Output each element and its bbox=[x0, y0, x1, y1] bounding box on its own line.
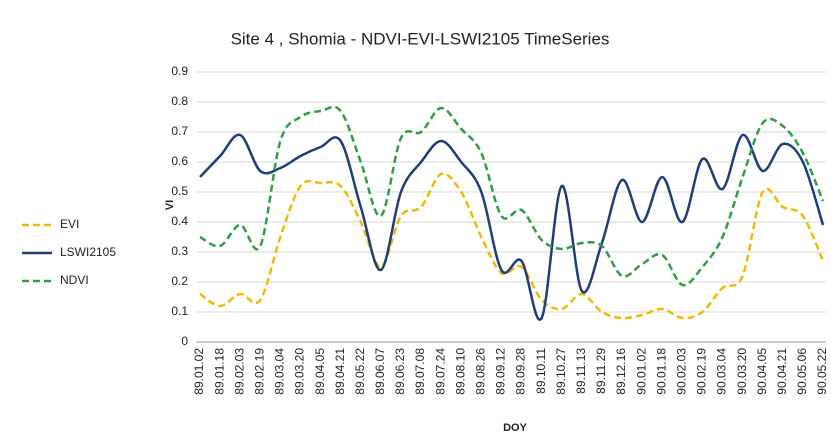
x-tick-label: 89.08.26 bbox=[474, 348, 488, 395]
x-tick-label: 89.10.27 bbox=[554, 348, 568, 395]
y-tick-label: 0.6 bbox=[171, 154, 188, 168]
y-tick-label: 0.8 bbox=[171, 94, 188, 108]
y-tick-label: 0.1 bbox=[171, 304, 188, 318]
x-tick-label: 89.01.02 bbox=[192, 348, 206, 395]
legend-label: LSWI2105 bbox=[60, 245, 116, 259]
y-tick-label: 0.5 bbox=[171, 184, 188, 198]
series-line bbox=[199, 133, 825, 321]
x-tick-label: 89.11.29 bbox=[594, 348, 608, 394]
x-tick-label: 90.03.20 bbox=[735, 348, 749, 395]
legend-label: EVI bbox=[60, 217, 79, 231]
legend-label: NDVI bbox=[60, 273, 89, 287]
x-tick-label: 89.03.20 bbox=[293, 348, 307, 395]
y-tick-label: 0 bbox=[181, 334, 188, 348]
x-tick-label: 89.02.19 bbox=[252, 348, 266, 395]
x-tick-label: 90.02.03 bbox=[674, 348, 688, 395]
x-tick-label: 90.04.21 bbox=[775, 348, 789, 395]
x-tick-label: 89.07.08 bbox=[413, 348, 427, 395]
x-tick-label: 89.05.22 bbox=[353, 348, 367, 395]
y-tick-label: 0.3 bbox=[171, 244, 188, 258]
series-line bbox=[199, 172, 825, 320]
x-tick-label: 89.09.12 bbox=[494, 348, 508, 395]
x-tick-label: 90.01.18 bbox=[654, 348, 668, 395]
series-line bbox=[199, 105, 825, 287]
x-axis-label: DOY bbox=[503, 422, 528, 434]
y-axis-label: VI bbox=[164, 200, 176, 210]
x-tick-label: 90.05.22 bbox=[815, 348, 829, 395]
x-tick-label: 90.01.02 bbox=[634, 348, 648, 395]
x-tick-label: 89.12.16 bbox=[614, 348, 628, 395]
x-tick-label: 89.08.10 bbox=[453, 348, 467, 395]
x-tick-label: 89.11.13 bbox=[574, 348, 588, 394]
x-tick-label: 89.01.18 bbox=[212, 348, 226, 395]
x-tick-label: 89.06.23 bbox=[393, 348, 407, 395]
x-tick-label: 89.04.05 bbox=[313, 348, 327, 395]
x-tick-label: 89.02.03 bbox=[232, 348, 246, 395]
y-tick-label: 0.9 bbox=[171, 64, 188, 78]
x-tick-label: 90.02.19 bbox=[695, 348, 709, 395]
chart-title: Site 4 , Shomia - NDVI-EVI-LSWI2105 Time… bbox=[231, 29, 610, 48]
x-tick-label: 90.03.04 bbox=[715, 348, 729, 395]
y-tick-label: 0.2 bbox=[171, 274, 188, 288]
x-tick-label: 90.05.06 bbox=[795, 348, 809, 395]
x-tick-label: 89.07.24 bbox=[433, 348, 447, 395]
x-tick-label: 89.03.04 bbox=[273, 348, 287, 395]
y-tick-label: 0.7 bbox=[171, 124, 188, 138]
x-tick-label: 89.10.11 bbox=[534, 348, 548, 394]
x-tick-label: 89.06.07 bbox=[373, 348, 387, 395]
x-tick-label: 89.09.28 bbox=[514, 348, 528, 395]
x-tick-label: 90.04.05 bbox=[755, 348, 769, 395]
y-tick-label: 0.4 bbox=[171, 214, 188, 228]
x-tick-label: 89.04.21 bbox=[333, 348, 347, 395]
